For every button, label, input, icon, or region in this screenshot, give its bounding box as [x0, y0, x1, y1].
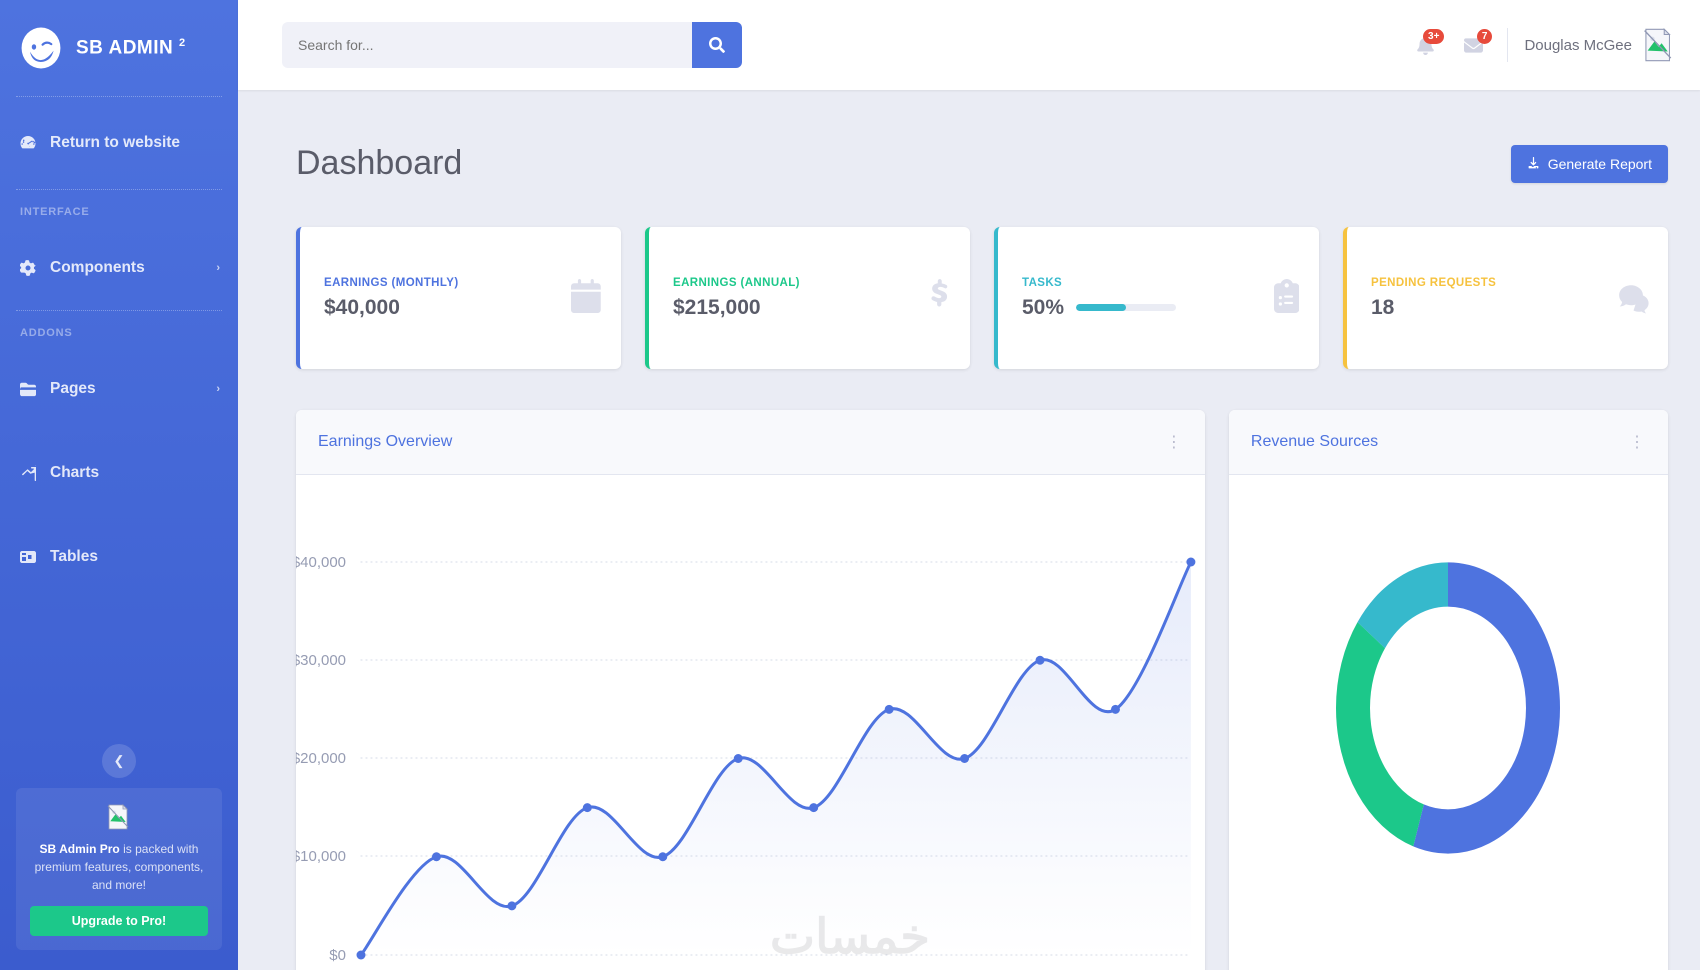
- svg-text:$0: $0: [329, 947, 346, 964]
- svg-text:$20,000: $20,000: [296, 750, 346, 767]
- svg-text:$10,000: $10,000: [296, 848, 346, 865]
- svg-text:$30,000: $30,000: [296, 652, 346, 669]
- svg-text:$40,000: $40,000: [296, 554, 346, 571]
